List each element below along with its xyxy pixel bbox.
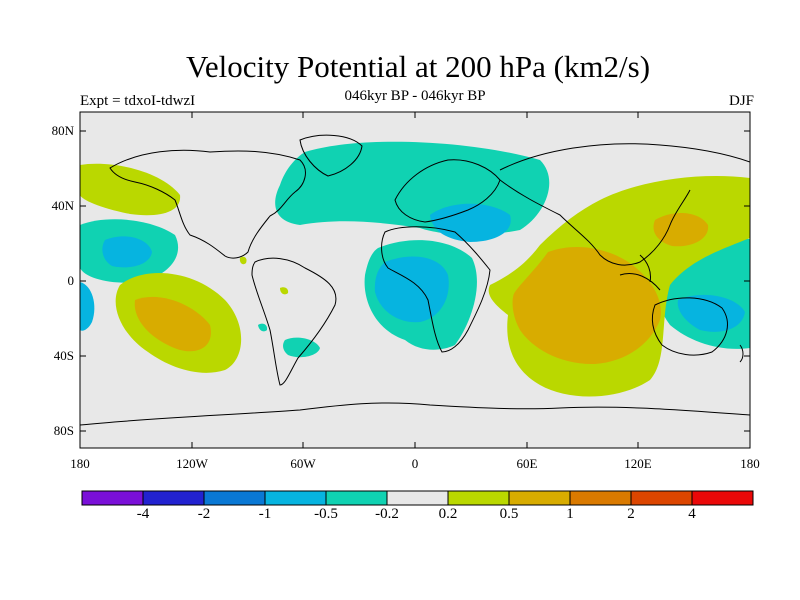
contour-neg-west-pacific-core	[677, 294, 745, 332]
colorbar-box	[142, 490, 205, 506]
coast-south-america	[251, 257, 337, 386]
contour-pos-asia-core	[653, 213, 709, 247]
colorbar-label: -4	[136, 506, 150, 522]
colorbar-box	[264, 490, 327, 506]
contour-pos-small-1	[239, 256, 247, 265]
contour-pos-small-2	[280, 287, 289, 295]
colorbar-label: 0.5	[499, 506, 519, 522]
coastlines	[80, 134, 750, 426]
coast-africa	[381, 226, 491, 353]
contour-neg-europe	[430, 203, 511, 242]
coast-asia	[499, 143, 750, 266]
coast-southeast-asia	[619, 254, 661, 291]
colorbar-box	[81, 490, 144, 506]
map-title: Velocity Potential at 200 hPa (km2/s)	[185, 49, 651, 84]
contour-pos-north-pacific	[80, 163, 181, 216]
x-tick-label: 180	[740, 456, 760, 471]
colorbar-label: -2	[197, 506, 211, 522]
colorbar-box	[447, 490, 510, 506]
y-tick-label: 40N	[51, 198, 74, 213]
coast-north-america	[109, 149, 306, 259]
colorbar-label: -0.5	[314, 506, 338, 522]
y-tick-marks	[80, 130, 750, 432]
contour-pos-south-pacific-core	[134, 296, 211, 352]
colorbar-label: 2	[627, 506, 635, 522]
experiment-label: Expt = tdxoI-tdwzI	[80, 93, 196, 109]
y-tick-label: 0	[67, 273, 75, 288]
coast-new-zealand	[739, 344, 744, 363]
colorbar-box	[630, 490, 693, 506]
coast-australia	[651, 297, 728, 356]
coast-antarctica	[80, 402, 750, 426]
contour-neg-small	[258, 323, 268, 332]
colorbar-box	[691, 490, 754, 506]
colorbar	[81, 490, 754, 506]
x-tick-marks	[79, 112, 751, 448]
colorbar-label: -0.2	[375, 506, 399, 522]
x-tick-label: 120W	[176, 456, 208, 471]
x-tick-label: 0	[411, 456, 419, 471]
colorbar-label: 1	[566, 506, 574, 522]
colorbar-box	[508, 490, 571, 506]
colorbar-label: -1	[258, 506, 272, 522]
contour-neg-africa-core	[374, 256, 449, 323]
y-tick-label: 40S	[53, 348, 74, 363]
colorbar-box	[203, 490, 266, 506]
contour-neg-east-pacific-core	[102, 236, 152, 268]
contour-pos-indian-ocean-core	[512, 246, 661, 365]
colorbar-label: 4	[688, 506, 696, 522]
colorbar-box	[569, 490, 632, 506]
colorbar-box	[386, 490, 449, 506]
x-tick-label: 60W	[290, 456, 316, 471]
contour-fields	[80, 141, 750, 397]
x-tick-label: 60E	[516, 456, 538, 471]
period-label: 046kyr BP - 046kyr BP	[344, 88, 486, 104]
contour-neg-west-edge	[80, 282, 95, 331]
y-tick-label: 80S	[53, 423, 74, 438]
season-label: DJF	[728, 93, 754, 109]
colorbar-box	[325, 490, 388, 506]
coast-europe	[394, 159, 501, 223]
x-tick-label: 180	[70, 456, 90, 471]
coast-greenland	[299, 134, 363, 177]
x-tick-label: 120E	[624, 456, 652, 471]
y-tick-label: 80N	[51, 123, 74, 138]
colorbar-label: 0.2	[438, 506, 458, 522]
